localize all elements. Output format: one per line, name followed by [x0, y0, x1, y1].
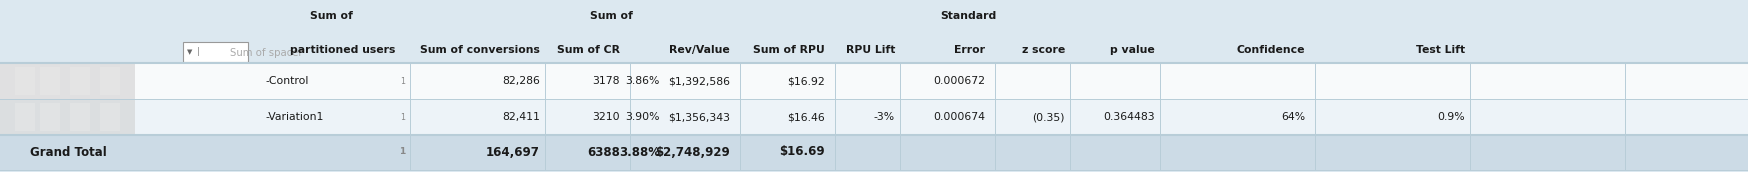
Bar — [70, 67, 89, 95]
Text: 3210: 3210 — [593, 112, 619, 122]
Text: Sum of spacer: Sum of spacer — [231, 48, 302, 58]
Text: 3.90%: 3.90% — [626, 112, 659, 122]
Text: 82,411: 82,411 — [502, 112, 540, 122]
Text: Rev/Value: Rev/Value — [669, 45, 729, 55]
Text: Test Lift: Test Lift — [1416, 45, 1465, 55]
Text: $16.69: $16.69 — [780, 146, 825, 159]
Text: 1: 1 — [399, 148, 406, 157]
Text: $1,392,586: $1,392,586 — [668, 76, 729, 86]
Bar — [70, 103, 89, 131]
Text: $2,748,929: $2,748,929 — [656, 146, 729, 159]
Text: z score: z score — [1021, 45, 1065, 55]
Bar — [0, 63, 1748, 99]
Bar — [40, 67, 59, 95]
Text: 64%: 64% — [1280, 112, 1304, 122]
Text: p value: p value — [1110, 45, 1154, 55]
Text: RPU Lift: RPU Lift — [844, 45, 895, 55]
Text: Grand Total: Grand Total — [30, 146, 107, 159]
Text: 3178: 3178 — [593, 76, 619, 86]
Text: -3%: -3% — [874, 112, 895, 122]
Text: partitioned users: partitioned users — [290, 45, 395, 55]
Text: $16.46: $16.46 — [787, 112, 825, 122]
Text: $1,356,343: $1,356,343 — [668, 112, 729, 122]
Text: Sum of CR: Sum of CR — [556, 45, 619, 55]
Text: Confidence: Confidence — [1236, 45, 1304, 55]
Bar — [0, 63, 135, 99]
Text: (0.35): (0.35) — [1031, 112, 1065, 122]
Bar — [100, 67, 121, 95]
Text: |: | — [198, 47, 199, 56]
Text: Sum of: Sum of — [309, 11, 353, 21]
Text: 3.88%: 3.88% — [619, 146, 659, 159]
Text: 0.9%: 0.9% — [1437, 112, 1465, 122]
Text: -Variation1: -Variation1 — [266, 112, 323, 122]
Bar — [0, 135, 1748, 170]
Text: ▼: ▼ — [187, 49, 192, 55]
Bar — [184, 42, 248, 62]
Bar — [0, 99, 1748, 135]
Bar — [16, 67, 35, 95]
Text: 6388: 6388 — [587, 146, 619, 159]
Bar — [16, 103, 35, 131]
Text: Sum of: Sum of — [589, 11, 633, 21]
Text: 1: 1 — [400, 112, 406, 121]
Text: -Control: -Control — [266, 76, 308, 86]
Text: 164,697: 164,697 — [486, 146, 540, 159]
Text: 82,286: 82,286 — [502, 76, 540, 86]
Text: Standard: Standard — [939, 11, 996, 21]
Bar — [40, 103, 59, 131]
Text: Error: Error — [953, 45, 984, 55]
Text: 3.86%: 3.86% — [626, 76, 659, 86]
Bar — [100, 103, 121, 131]
Text: 0.364483: 0.364483 — [1103, 112, 1154, 122]
Text: 1: 1 — [400, 77, 406, 85]
Bar — [0, 99, 135, 135]
Text: Sum of RPU: Sum of RPU — [753, 45, 825, 55]
Text: 0.000672: 0.000672 — [932, 76, 984, 86]
Text: Sum of conversions: Sum of conversions — [420, 45, 540, 55]
Text: $16.92: $16.92 — [787, 76, 825, 86]
Text: 0.000674: 0.000674 — [932, 112, 984, 122]
Bar — [0, 0, 1748, 62]
